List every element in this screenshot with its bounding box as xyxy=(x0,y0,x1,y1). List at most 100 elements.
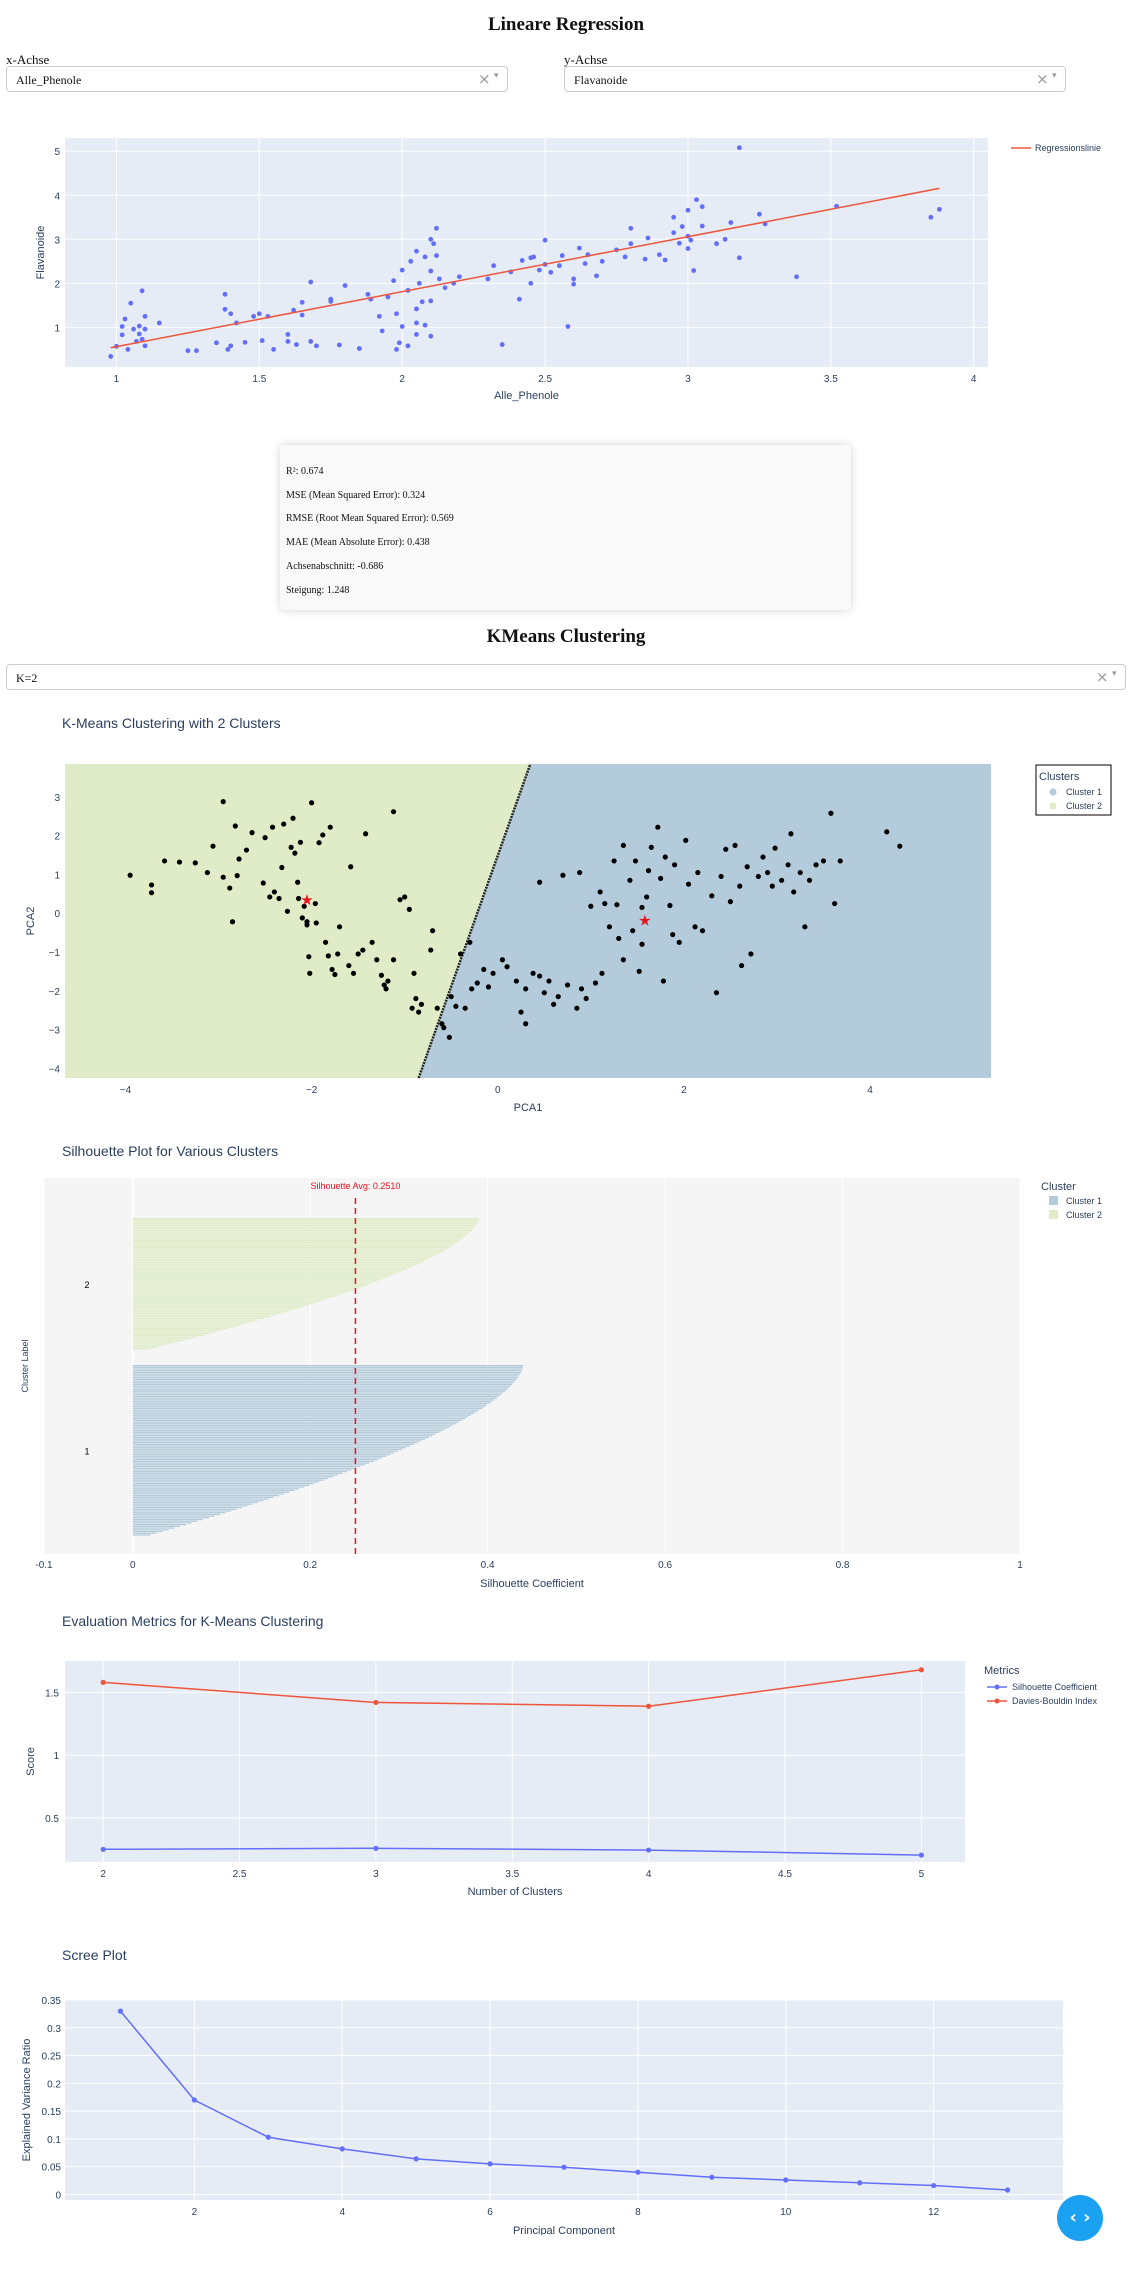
data-point xyxy=(676,939,682,945)
silhouette-bar xyxy=(132,1512,226,1514)
data-point xyxy=(559,253,565,258)
x-axis-title: Silhouette Coefficient xyxy=(480,1578,584,1590)
data-point xyxy=(594,273,599,279)
silhouette-bar xyxy=(132,1402,490,1404)
data-point xyxy=(391,278,397,284)
regression-line xyxy=(110,187,940,349)
data-point xyxy=(210,843,216,849)
metric-intercept: Achsenabschnitt: -0.686 xyxy=(286,561,384,572)
data-point xyxy=(405,343,411,349)
y-tick-label: 0.1 xyxy=(47,2135,61,2146)
data-point xyxy=(304,919,310,925)
data-point xyxy=(139,336,145,342)
data-point xyxy=(402,894,408,900)
data-point xyxy=(671,214,677,220)
data-point xyxy=(314,343,319,349)
silhouette-bar xyxy=(132,1433,436,1435)
x-tick-label: 4 xyxy=(971,374,977,385)
data-point xyxy=(348,864,354,870)
data-point xyxy=(456,274,462,280)
silhouette-average-label: Silhouette Avg: 0.2510 xyxy=(310,1181,400,1191)
silhouette-bar xyxy=(132,1494,280,1497)
data-point xyxy=(541,990,547,996)
silhouette-bar xyxy=(132,1498,269,1500)
x-axis-dropdown[interactable]: Alle_Phenole × ▾ xyxy=(6,66,508,92)
data-point xyxy=(390,957,397,963)
data-point xyxy=(269,824,276,830)
y-tick-label: 0.2 xyxy=(47,2079,61,2090)
silhouette-bar xyxy=(132,1452,395,1454)
silhouette-bar xyxy=(132,1380,516,1382)
data-point xyxy=(396,340,402,346)
silhouette-bar xyxy=(132,1251,441,1254)
silhouette-bar xyxy=(132,1270,403,1272)
data-point xyxy=(632,858,639,864)
data-point xyxy=(430,928,436,934)
code-toggle-button[interactable]: ‹ › xyxy=(1057,2195,1103,2241)
data-point xyxy=(676,240,682,246)
silhouette-bar xyxy=(132,1234,467,1237)
k-select-dropdown[interactable]: K=2 × ▾ xyxy=(6,664,1126,690)
data-point xyxy=(756,211,762,217)
data-point xyxy=(736,255,742,261)
data-point xyxy=(469,986,475,992)
series-marker xyxy=(1004,2187,1011,2193)
data-point xyxy=(546,978,552,984)
silhouette-bar xyxy=(132,1455,386,1457)
x-tick-label: 2.5 xyxy=(538,374,552,385)
y-tick-label: 5 xyxy=(54,147,60,158)
x-axis-clear-icon[interactable]: × xyxy=(478,70,491,88)
k-select-clear-icon[interactable]: × xyxy=(1096,668,1109,686)
k-select-chevron-down-icon[interactable]: ▾ xyxy=(1112,669,1117,679)
silhouette-bar xyxy=(132,1469,352,1471)
silhouette-bar xyxy=(132,1510,232,1512)
y-axis-clear-icon[interactable]: × xyxy=(1036,70,1049,88)
silhouette-bar xyxy=(132,1500,264,1502)
y-tick-label: −4 xyxy=(49,1064,61,1075)
y-axis-dropdown[interactable]: Flavanoide × ▾ xyxy=(564,66,1066,92)
silhouette-bar xyxy=(132,1290,350,1293)
data-point xyxy=(481,966,487,973)
data-point xyxy=(378,972,385,978)
data-point xyxy=(791,889,797,895)
data-point xyxy=(414,306,419,312)
data-point xyxy=(550,1001,557,1007)
silhouette-bar xyxy=(132,1383,513,1386)
plot-background xyxy=(65,138,988,367)
silhouette-bar xyxy=(132,1370,522,1372)
data-point xyxy=(122,316,128,322)
silhouette-bar xyxy=(132,1233,469,1235)
data-point xyxy=(176,859,183,865)
x-tick-label: 1 xyxy=(114,374,120,385)
data-point xyxy=(788,831,794,837)
silhouette-bar xyxy=(132,1506,243,1509)
silhouette-bar xyxy=(132,1241,458,1243)
silhouette-bar xyxy=(132,1390,505,1392)
data-point xyxy=(806,877,813,883)
kmeans-heading: KMeans Clustering xyxy=(486,626,646,647)
data-point xyxy=(422,322,428,328)
data-point xyxy=(642,256,648,262)
data-point xyxy=(671,230,677,236)
data-point xyxy=(308,279,314,285)
silhouette-bar xyxy=(132,1520,198,1522)
x-tick-label: 0 xyxy=(130,1560,136,1571)
data-point xyxy=(439,1021,445,1027)
silhouette-bar xyxy=(132,1388,507,1391)
cluster-label: 2 xyxy=(84,1280,89,1290)
data-point xyxy=(722,236,728,242)
y-axis-chevron-down-icon[interactable]: ▾ xyxy=(1052,71,1057,81)
data-point xyxy=(699,928,706,934)
x-axis-chevron-down-icon[interactable]: ▾ xyxy=(494,71,499,81)
x-tick-label: 8 xyxy=(635,2207,641,2218)
data-point xyxy=(694,197,699,203)
data-point xyxy=(738,962,745,969)
data-point xyxy=(685,881,692,887)
legend-label: Davies-Bouldin Index xyxy=(1012,1696,1098,1706)
data-point xyxy=(491,263,497,269)
data-point xyxy=(564,982,571,988)
legend-title: Clusters xyxy=(1039,771,1080,783)
data-point xyxy=(755,873,761,880)
silhouette-bar xyxy=(132,1395,499,1398)
x-tick-label: 2 xyxy=(192,2207,198,2218)
